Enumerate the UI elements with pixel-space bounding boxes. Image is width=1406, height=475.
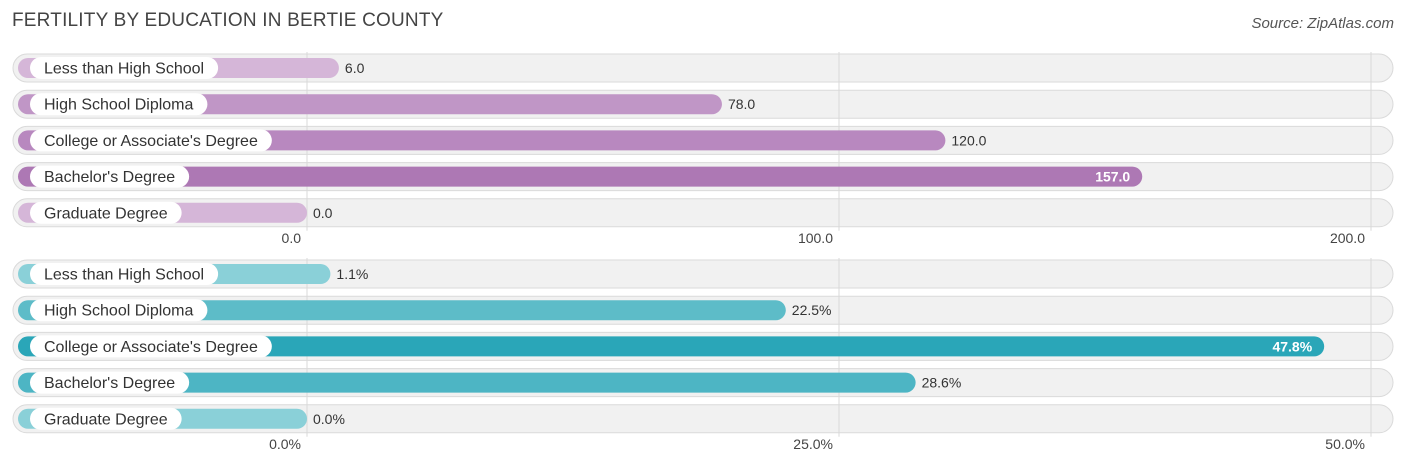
- tick-label: 0.0%: [269, 436, 301, 452]
- value-label: 78.0: [728, 96, 755, 112]
- category-pill: [30, 371, 190, 394]
- bar-row: Graduate Degree 0.0: [18, 201, 333, 224]
- tick-label: 0.0: [282, 230, 302, 246]
- category-label: Bachelor's Degree: [44, 169, 175, 186]
- x-axis-ticks: 0.0 100.0 200.0: [282, 230, 1366, 246]
- value-label: 47.8%: [1272, 338, 1312, 354]
- bar-row: High School Diploma 22.5%: [18, 299, 832, 322]
- value-label: 0.0%: [313, 411, 345, 427]
- category-pill: [30, 201, 182, 224]
- category-pill: [30, 407, 182, 430]
- category-pill: [30, 93, 208, 116]
- x-axis-ticks: 0.0% 25.0% 50.0%: [269, 436, 1365, 452]
- tick-label: 50.0%: [1325, 436, 1365, 452]
- fertility-count-chart: Less than High School 6.0 High School Dipl…: [12, 52, 1394, 246]
- bar-row: College or Associate's Degree 120.0: [18, 129, 987, 152]
- value-label: 120.0: [951, 132, 986, 148]
- category-pill: [30, 129, 272, 152]
- bar-row: College or Associate's Degree 47.8%: [18, 335, 1325, 358]
- category-pill: [30, 165, 190, 188]
- category-label: Less than High School: [44, 61, 204, 78]
- value-label: 6.0: [345, 60, 365, 76]
- value-label: 1.1%: [336, 266, 368, 282]
- category-label: Graduate Degree: [44, 411, 168, 428]
- bar-row: Less than High School 6.0: [18, 57, 365, 79]
- bar: [18, 336, 1325, 357]
- tick-label: 200.0: [1330, 230, 1365, 246]
- category-label: Graduate Degree: [44, 205, 168, 222]
- bar-track: [12, 198, 1394, 228]
- bar-row: Bachelor's Degree 157.0: [18, 165, 1143, 188]
- category-pill: [30, 299, 208, 322]
- category-pill: [30, 263, 219, 285]
- category-label: College or Associate's Degree: [44, 133, 258, 150]
- category-pill: [30, 57, 219, 79]
- category-label: Bachelor's Degree: [44, 375, 175, 392]
- category-label: High School Diploma: [44, 303, 194, 320]
- bar-row: Less than High School 1.1%: [18, 263, 368, 285]
- bar: [18, 166, 1143, 187]
- fertility-percent-chart: Less than High School 1.1% High School Dip…: [12, 258, 1394, 452]
- tick-label: 25.0%: [793, 436, 833, 452]
- tick-label: 100.0: [798, 230, 833, 246]
- category-label: Less than High School: [44, 267, 204, 284]
- bar-row: Graduate Degree 0.0%: [18, 407, 345, 430]
- bar: [18, 372, 916, 393]
- value-label: 0.0: [313, 205, 333, 221]
- bar-row: Bachelor's Degree 28.6%: [18, 371, 962, 394]
- chart-title: FERTILITY BY EDUCATION IN BERTIE COUNTY: [12, 10, 444, 31]
- bar-track: [12, 259, 1394, 289]
- category-label: College or Associate's Degree: [44, 339, 258, 356]
- bar-row: High School Diploma 78.0: [18, 93, 755, 116]
- bar-track: [12, 404, 1394, 434]
- value-label: 157.0: [1095, 169, 1130, 185]
- category-pill: [30, 335, 272, 358]
- value-label: 28.6%: [922, 375, 962, 391]
- bar-track: [12, 53, 1394, 83]
- bar: [18, 300, 786, 321]
- value-label: 22.5%: [792, 302, 832, 318]
- category-label: High School Diploma: [44, 97, 194, 114]
- source-note: Source: ZipAtlas.com: [1251, 15, 1394, 32]
